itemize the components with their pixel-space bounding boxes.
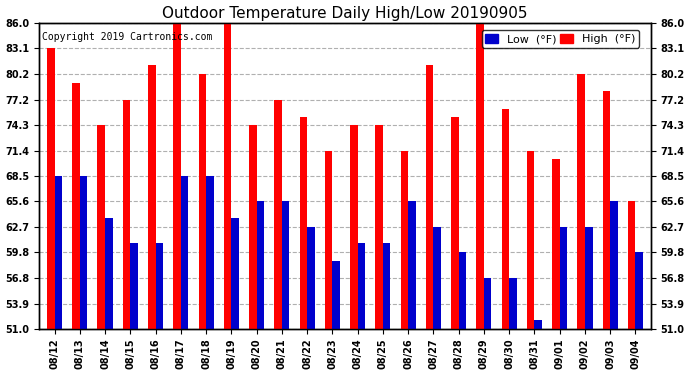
Bar	[123, 100, 130, 329]
Bar	[224, 23, 231, 329]
Bar	[231, 218, 239, 329]
Bar	[509, 278, 517, 329]
Bar	[130, 243, 138, 329]
Bar	[426, 65, 433, 329]
Bar	[383, 243, 391, 329]
Bar	[47, 48, 55, 329]
Bar	[602, 91, 610, 329]
Bar	[105, 218, 112, 329]
Bar	[451, 117, 459, 329]
Bar	[299, 117, 307, 329]
Bar	[80, 176, 88, 329]
Bar	[249, 125, 257, 329]
Bar	[610, 201, 618, 329]
Bar	[375, 125, 383, 329]
Bar	[578, 74, 585, 329]
Bar	[181, 176, 188, 329]
Bar	[97, 125, 105, 329]
Bar	[357, 243, 365, 329]
Bar	[552, 159, 560, 329]
Bar	[459, 252, 466, 329]
Bar	[502, 109, 509, 329]
Bar	[350, 125, 357, 329]
Bar	[282, 201, 289, 329]
Bar	[635, 252, 643, 329]
Bar	[275, 100, 282, 329]
Text: Copyright 2019 Cartronics.com: Copyright 2019 Cartronics.com	[43, 32, 213, 42]
Title: Outdoor Temperature Daily High/Low 20190905: Outdoor Temperature Daily High/Low 20190…	[162, 6, 528, 21]
Bar	[408, 201, 415, 329]
Bar	[333, 261, 340, 329]
Bar	[476, 23, 484, 329]
Bar	[527, 151, 535, 329]
Legend: Low  (°F), High  (°F): Low (°F), High (°F)	[482, 30, 639, 48]
Bar	[257, 201, 264, 329]
Bar	[325, 151, 333, 329]
Bar	[173, 23, 181, 329]
Bar	[148, 65, 155, 329]
Bar	[484, 278, 491, 329]
Bar	[72, 82, 80, 329]
Bar	[206, 176, 214, 329]
Bar	[55, 176, 62, 329]
Bar	[535, 320, 542, 329]
Bar	[199, 74, 206, 329]
Bar	[307, 227, 315, 329]
Bar	[628, 201, 635, 329]
Bar	[155, 243, 163, 329]
Bar	[560, 227, 567, 329]
Bar	[433, 227, 441, 329]
Bar	[401, 151, 408, 329]
Bar	[585, 227, 593, 329]
